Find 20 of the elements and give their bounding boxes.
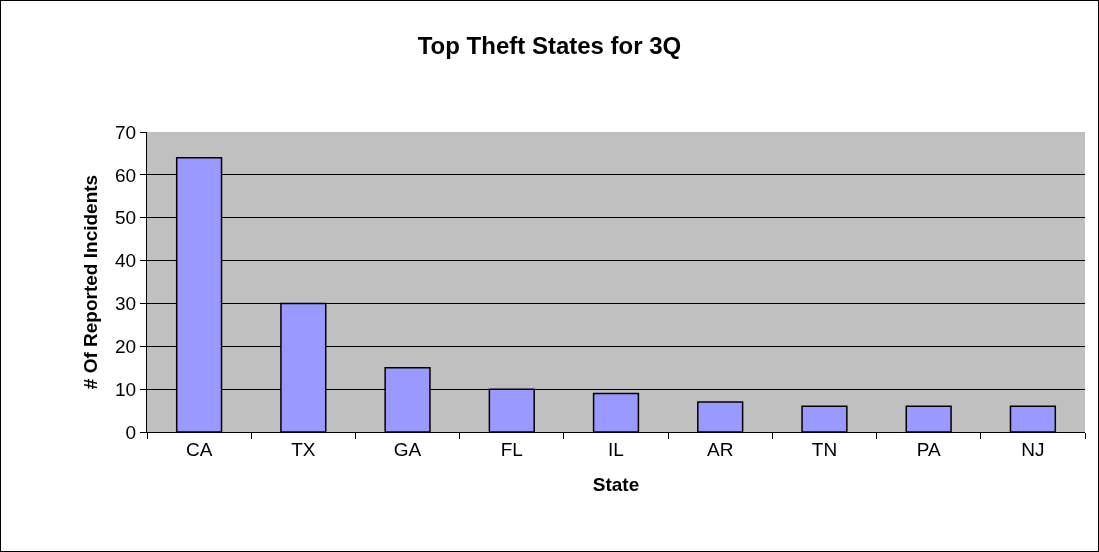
- x-tick-label: TX: [291, 438, 316, 460]
- x-tick-label: GA: [393, 438, 422, 460]
- y-tick-label: 0: [125, 421, 137, 443]
- x-axis-title: State: [592, 473, 640, 495]
- y-axis-title: # Of Reported Incidents: [79, 174, 101, 390]
- y-tick-label: 70: [115, 121, 137, 143]
- x-tick-label: TN: [811, 438, 838, 460]
- x-tick-label: PA: [916, 438, 941, 460]
- x-tick-label: CA: [185, 438, 213, 460]
- x-tick-label: AR: [707, 438, 734, 460]
- y-tick-label: 40: [115, 250, 137, 272]
- y-tick-label: 30: [115, 293, 137, 315]
- y-tick-label: 20: [115, 335, 137, 357]
- x-tick-label: IL: [608, 438, 624, 460]
- y-tick-label: 50: [115, 207, 137, 229]
- chart-title: Top Theft States for 3Q: [417, 31, 682, 59]
- y-tick-label: 60: [115, 164, 137, 186]
- x-tick-label: NJ: [1021, 438, 1045, 460]
- y-tick-label: 10: [115, 378, 137, 400]
- x-tick-label: FL: [500, 438, 523, 460]
